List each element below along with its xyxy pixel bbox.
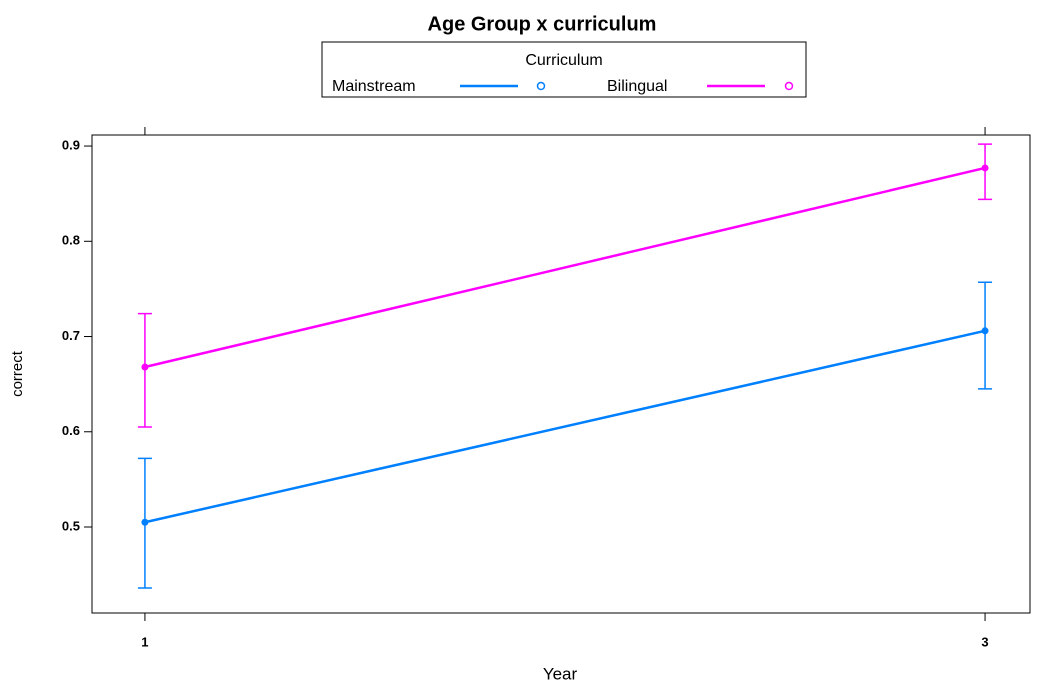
y-tick-label: 0.6 [62,423,80,438]
legend-box [321,41,807,98]
plot-frame [91,134,1031,614]
series-line [144,166,986,369]
legend-symbol [536,81,546,91]
x-tick-label: 1 [141,634,148,649]
legend-label: Bilingual [607,78,667,95]
series-line [144,329,986,524]
point [981,327,989,335]
legend-symbol [784,81,794,91]
y-tick-label: 0.5 [62,518,80,533]
legend-label: Mainstream [332,78,416,95]
point [981,164,989,172]
legend-title: Curriculum [525,52,602,69]
y-tick-label: 0.8 [62,233,80,248]
y-tick-label: 0.7 [62,328,80,343]
y-tick-label: 0.9 [62,137,80,152]
x-axis-label: Year [543,664,578,683]
error-bar [978,281,993,390]
point [141,363,149,371]
x-tick-label: 3 [981,634,988,649]
error-bar [978,143,993,201]
chart-title: Age Group x curriculum [428,13,657,35]
y-axis-label: correct [9,350,26,397]
point [141,518,149,526]
